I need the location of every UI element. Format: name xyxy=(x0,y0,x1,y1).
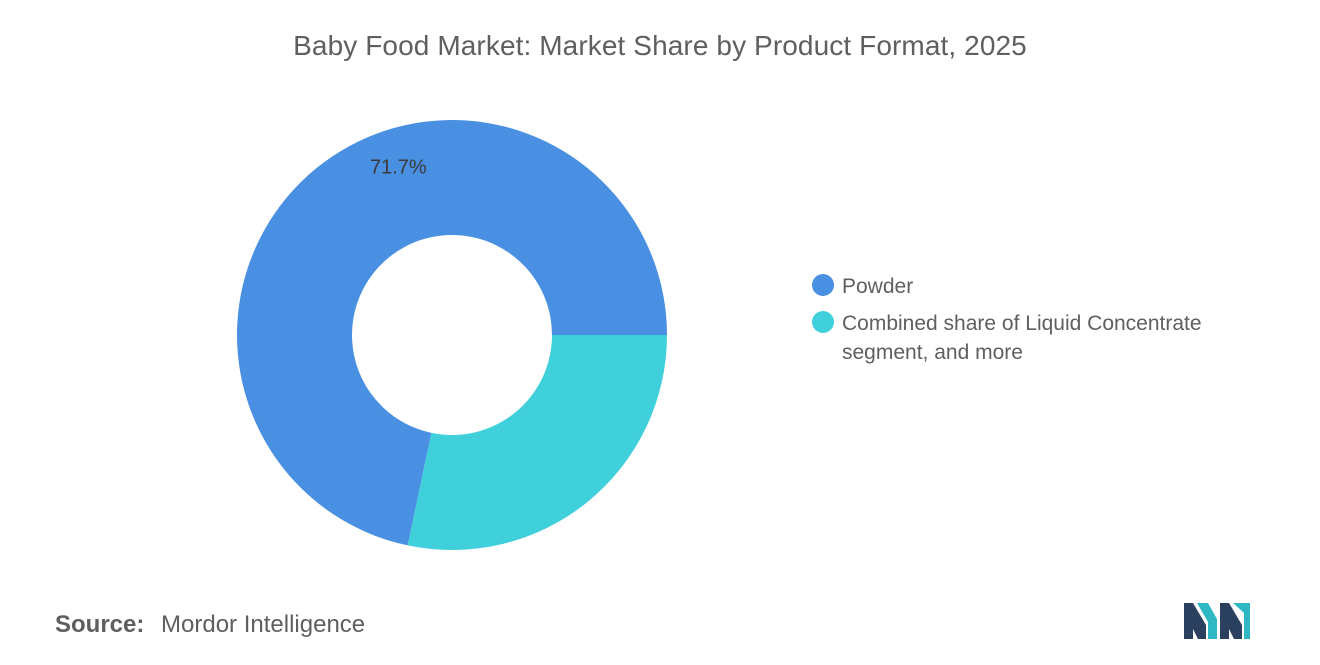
donut-slice-0 xyxy=(237,120,667,546)
source-note: Source: Mordor Intelligence xyxy=(55,611,365,639)
source-value: Mordor Intelligence xyxy=(161,611,366,638)
legend-item-powder: Powder xyxy=(812,272,1282,301)
legend-swatch-combined-share xyxy=(812,311,834,333)
chart-title: Baby Food Market: Market Share by Produc… xyxy=(293,30,1027,61)
data-label-0: 71.7% xyxy=(370,157,427,179)
legend: Powder Combined share of Liquid Concentr… xyxy=(812,272,1282,375)
legend-swatch-powder xyxy=(812,274,834,296)
legend-item-combined-share: Combined share of Liquid Concentrate seg… xyxy=(812,309,1282,367)
legend-label-powder: Powder xyxy=(842,275,914,298)
mordor-intelligence-logo-icon xyxy=(1184,603,1250,639)
legend-label-combined-share: Combined share of Liquid Concentrate seg… xyxy=(842,312,1202,364)
donut-slice-1 xyxy=(407,335,667,550)
source-label: Source: xyxy=(55,611,145,638)
